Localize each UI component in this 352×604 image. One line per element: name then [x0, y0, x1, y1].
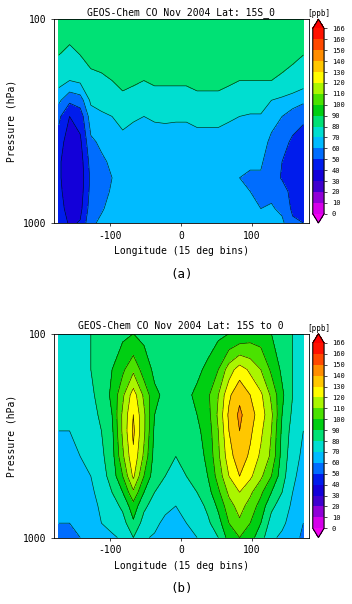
- Title: [ppb]: [ppb]: [307, 9, 330, 18]
- PathPatch shape: [313, 214, 324, 223]
- PathPatch shape: [313, 333, 324, 343]
- Title: GEOS-Chem CO Nov 2004 Lat: 15S to 0: GEOS-Chem CO Nov 2004 Lat: 15S to 0: [78, 321, 284, 332]
- PathPatch shape: [313, 19, 324, 28]
- Y-axis label: Pressure (hPa): Pressure (hPa): [7, 394, 17, 477]
- X-axis label: Longitude (15 deg bins): Longitude (15 deg bins): [114, 246, 249, 256]
- X-axis label: Longitude (15 deg bins): Longitude (15 deg bins): [114, 561, 249, 571]
- Title: GEOS-Chem CO Nov 2004 Lat: 15S_0: GEOS-Chem CO Nov 2004 Lat: 15S_0: [87, 7, 275, 18]
- Y-axis label: Pressure (hPa): Pressure (hPa): [7, 80, 17, 162]
- PathPatch shape: [313, 528, 324, 538]
- Text: (a): (a): [170, 268, 193, 281]
- Title: [ppb]: [ppb]: [307, 324, 330, 333]
- Text: (b): (b): [170, 582, 193, 596]
